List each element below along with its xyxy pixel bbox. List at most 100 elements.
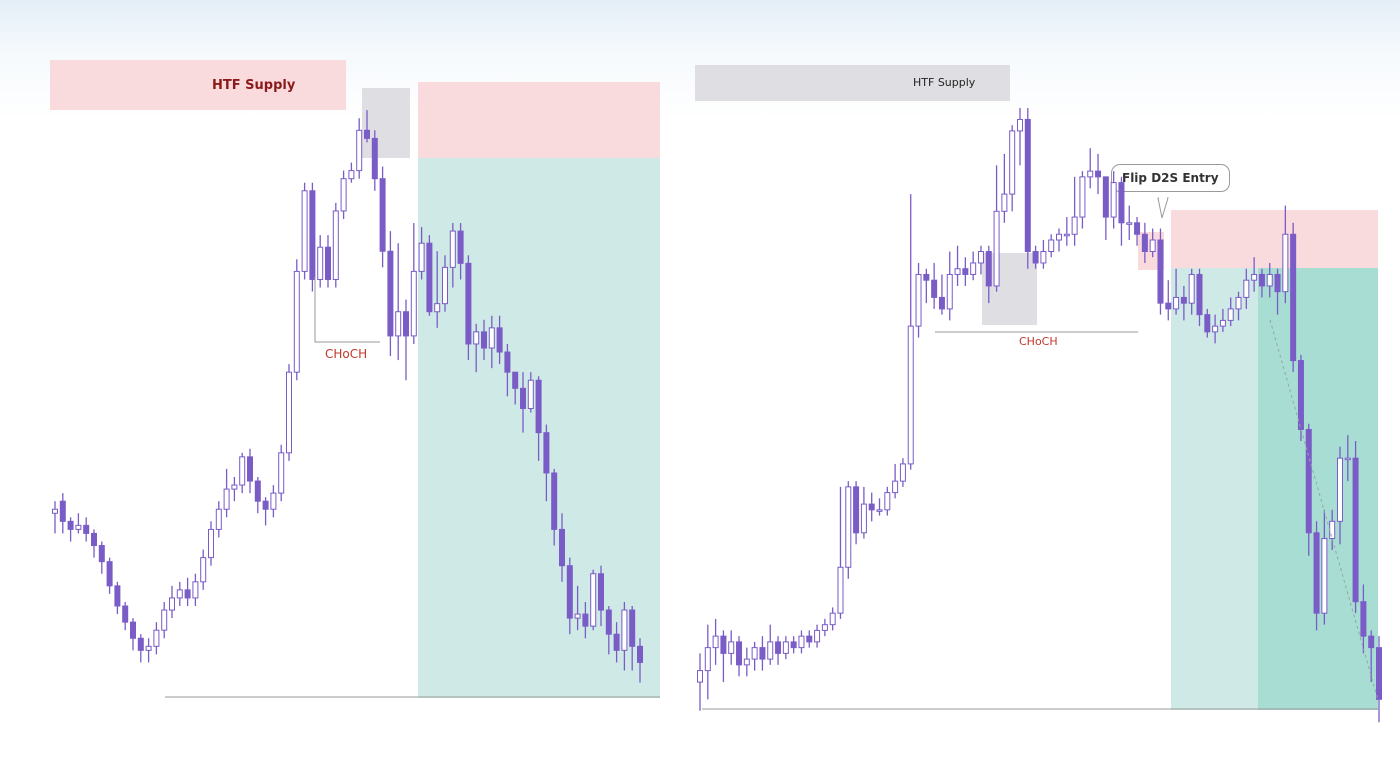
candle bbox=[884, 486, 891, 516]
candle bbox=[504, 343, 511, 397]
candle bbox=[481, 319, 487, 361]
candle bbox=[1134, 217, 1141, 246]
candle bbox=[1305, 423, 1312, 556]
candle bbox=[278, 444, 285, 502]
candle bbox=[1329, 509, 1336, 551]
candle bbox=[348, 162, 355, 183]
candle bbox=[122, 601, 129, 631]
candle bbox=[231, 477, 238, 502]
candle bbox=[782, 636, 789, 660]
candle bbox=[751, 641, 758, 671]
candle bbox=[559, 513, 565, 582]
candle bbox=[1290, 222, 1297, 373]
candle bbox=[1149, 228, 1156, 258]
candle bbox=[1087, 148, 1094, 189]
candle bbox=[169, 585, 175, 619]
candle bbox=[860, 486, 867, 539]
candle bbox=[868, 492, 875, 522]
candle bbox=[535, 376, 542, 461]
candle bbox=[67, 517, 74, 542]
candle bbox=[137, 634, 144, 663]
candle bbox=[946, 251, 953, 321]
choch-line bbox=[314, 277, 380, 343]
candle bbox=[1118, 176, 1125, 246]
candle bbox=[410, 223, 417, 344]
candle bbox=[200, 549, 207, 590]
candle bbox=[371, 130, 378, 191]
candle bbox=[457, 223, 464, 280]
candle bbox=[598, 565, 604, 627]
candle bbox=[52, 501, 58, 534]
candle bbox=[923, 268, 930, 304]
candle bbox=[317, 235, 324, 288]
candle bbox=[106, 557, 113, 594]
choch-label: CHoCH bbox=[325, 347, 368, 361]
right-chart: HTF Supply CHoCH Flip D2S Entry bbox=[690, 0, 1400, 763]
candle bbox=[1063, 217, 1070, 246]
candle bbox=[1204, 308, 1211, 338]
htf-supply-label: HTF Supply bbox=[913, 76, 976, 89]
candle bbox=[293, 259, 300, 381]
candle bbox=[418, 227, 425, 280]
candle bbox=[442, 255, 448, 312]
candle bbox=[1266, 262, 1273, 298]
candle bbox=[325, 235, 331, 288]
candle bbox=[582, 601, 589, 639]
candle bbox=[309, 182, 316, 292]
left-chart: HTF Supply CHoCH bbox=[0, 0, 690, 763]
candle bbox=[876, 498, 883, 516]
candle bbox=[1165, 280, 1172, 321]
htf-supply-zone bbox=[50, 60, 346, 110]
candle bbox=[1282, 205, 1289, 304]
candle bbox=[1219, 308, 1226, 332]
candle bbox=[993, 165, 1000, 292]
candle bbox=[332, 202, 339, 288]
candle bbox=[853, 481, 860, 545]
candle bbox=[1227, 297, 1234, 327]
candle bbox=[977, 245, 984, 275]
candle bbox=[449, 223, 456, 288]
candle bbox=[1336, 446, 1343, 545]
candle bbox=[1297, 354, 1304, 441]
candle bbox=[814, 624, 821, 648]
candle bbox=[1368, 630, 1375, 683]
candle bbox=[1157, 228, 1164, 315]
right-candles-svg bbox=[697, 107, 1382, 723]
candle bbox=[364, 110, 370, 143]
candle bbox=[1048, 234, 1055, 258]
candle bbox=[270, 485, 277, 518]
candle bbox=[98, 541, 105, 574]
candle bbox=[1196, 268, 1203, 327]
candle bbox=[1040, 240, 1047, 269]
candle bbox=[590, 569, 597, 631]
candle bbox=[1243, 268, 1250, 309]
candle bbox=[845, 481, 852, 579]
candle bbox=[938, 274, 945, 315]
candle bbox=[790, 636, 797, 654]
candle bbox=[743, 647, 750, 677]
stop-loss-zone bbox=[1171, 210, 1378, 268]
htf-supply-zone bbox=[695, 65, 1010, 101]
candle bbox=[1016, 107, 1023, 166]
candle bbox=[806, 630, 813, 648]
candle bbox=[1344, 435, 1351, 482]
grey-zone bbox=[362, 88, 410, 158]
candle bbox=[829, 607, 836, 631]
candle bbox=[434, 251, 441, 328]
candle bbox=[130, 618, 136, 651]
candle bbox=[496, 315, 503, 365]
candle bbox=[697, 653, 703, 711]
candle bbox=[356, 118, 363, 179]
candle bbox=[512, 371, 519, 405]
candle bbox=[798, 630, 805, 654]
candle bbox=[1141, 222, 1148, 263]
candle bbox=[75, 513, 82, 534]
candle bbox=[1180, 285, 1187, 321]
candle bbox=[1056, 228, 1063, 252]
candle bbox=[566, 557, 573, 635]
candle bbox=[1274, 268, 1281, 315]
candle bbox=[1188, 268, 1195, 315]
candle bbox=[892, 463, 899, 499]
candle bbox=[254, 477, 261, 514]
left-candles-svg bbox=[52, 110, 660, 698]
